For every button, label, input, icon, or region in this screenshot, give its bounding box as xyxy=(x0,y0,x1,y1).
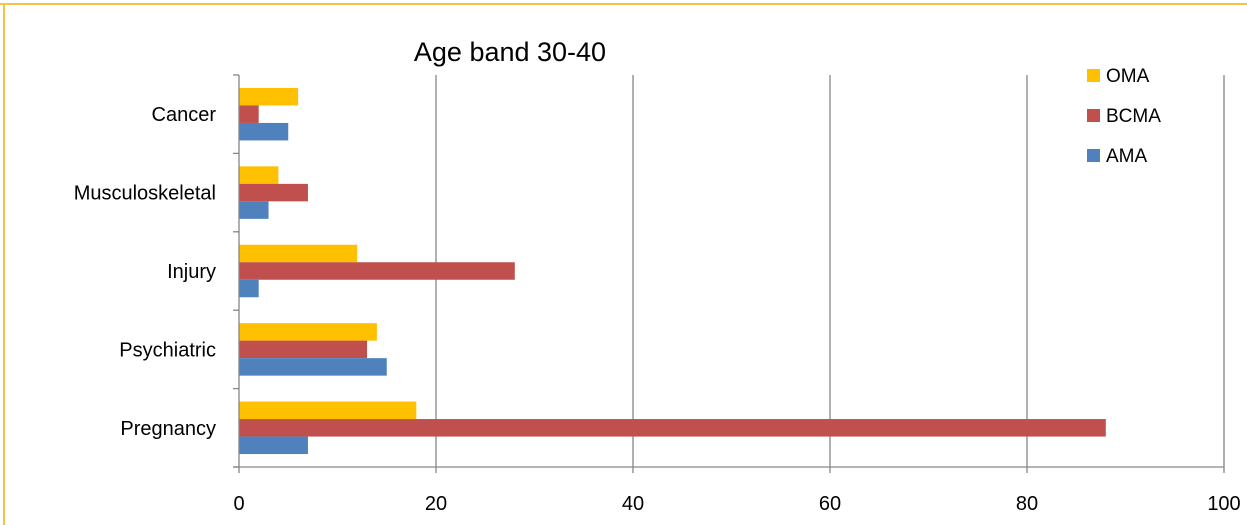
x-tick-label-40: 40 xyxy=(622,493,644,515)
category-label-cancer: Cancer xyxy=(152,104,217,126)
bar-pregnancy-ama xyxy=(239,436,308,455)
x-tick-label-20: 20 xyxy=(425,493,447,515)
bar-injury-bcma xyxy=(239,262,515,280)
frame-border-top xyxy=(0,3,1247,5)
bar-psychiatric-oma xyxy=(239,323,377,341)
bar-musculoskeletal-oma xyxy=(239,166,279,184)
bars-layer xyxy=(239,87,1106,455)
bar-injury-ama xyxy=(239,279,259,298)
bar-psychiatric-bcma xyxy=(239,340,368,359)
category-label-psychiatric: Psychiatric xyxy=(119,339,216,361)
bar-cancer-bcma xyxy=(239,105,259,123)
x-tick-label-60: 60 xyxy=(819,493,841,515)
category-label-injury: Injury xyxy=(167,261,216,283)
category-label-musculoskeletal: Musculoskeletal xyxy=(74,183,216,205)
bar-pregnancy-bcma xyxy=(239,419,1106,437)
bar-musculoskeletal-ama xyxy=(239,201,269,219)
x-tick-label-100: 100 xyxy=(1207,493,1240,515)
bar-psychiatric-ama xyxy=(239,358,387,376)
grid-layer xyxy=(435,75,1225,467)
bar-cancer-oma xyxy=(239,87,299,106)
bar-musculoskeletal-bcma xyxy=(239,183,308,202)
legend-swatch-ama xyxy=(1087,149,1100,162)
legend-label-ama: AMA xyxy=(1106,146,1148,167)
bar-pregnancy-oma xyxy=(239,401,417,420)
x-tick-label-0: 0 xyxy=(233,493,244,515)
chart-title: Age band 30-40 xyxy=(414,37,606,67)
category-label-pregnancy: Pregnancy xyxy=(120,418,216,440)
bar-injury-oma xyxy=(239,244,358,263)
axis-layer: Cancer Musculoskeletal Injury Psychiatric Pr… xyxy=(74,74,1241,515)
frame-border-left xyxy=(3,3,5,525)
legend: OMA BCMA AMA xyxy=(1087,66,1161,167)
legend-swatch-oma xyxy=(1087,69,1100,82)
bar-cancer-ama xyxy=(239,122,289,141)
legend-label-bcma: BCMA xyxy=(1106,106,1161,127)
x-tick-label-80: 80 xyxy=(1016,493,1038,515)
legend-label-oma: OMA xyxy=(1106,66,1150,87)
legend-swatch-bcma xyxy=(1087,109,1100,122)
